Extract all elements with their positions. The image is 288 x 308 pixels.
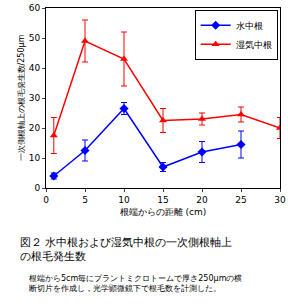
svg-text:20: 20 xyxy=(196,195,208,205)
svg-text:25: 25 xyxy=(235,195,246,205)
svg-text:根端から5cm毎にプラントミクロトームで厚さ250μmの横断: 根端から5cm毎にプラントミクロトームで厚さ250μmの横断切片を作成し，光学顕… xyxy=(29,274,242,293)
svg-text:10: 10 xyxy=(29,153,41,163)
svg-text:60: 60 xyxy=(29,3,41,13)
svg-text:図２ 水中根および湿気中根の一次側根軸上の根毛発生数: 図２ 水中根および湿気中根の一次側根軸上の根毛発生数 xyxy=(20,236,233,263)
svg-text:根端からの距離 (cm): 根端からの距離 (cm) xyxy=(120,207,207,217)
svg-text:50: 50 xyxy=(29,33,41,43)
svg-text:30: 30 xyxy=(274,195,286,205)
svg-text:一次側根軸上の根毛発生数/250μm: 一次側根軸上の根毛発生数/250μm xyxy=(17,34,26,161)
svg-text:30: 30 xyxy=(29,93,41,103)
svg-text:湿気中根: 湿気中根 xyxy=(236,40,272,50)
svg-text:10: 10 xyxy=(118,195,130,205)
svg-text:40: 40 xyxy=(29,63,41,73)
svg-text:5: 5 xyxy=(82,195,88,205)
svg-text:0: 0 xyxy=(43,195,49,205)
svg-text:0: 0 xyxy=(34,183,40,193)
svg-text:水中根: 水中根 xyxy=(236,21,263,31)
svg-text:20: 20 xyxy=(29,123,41,133)
svg-text:15: 15 xyxy=(157,195,168,205)
